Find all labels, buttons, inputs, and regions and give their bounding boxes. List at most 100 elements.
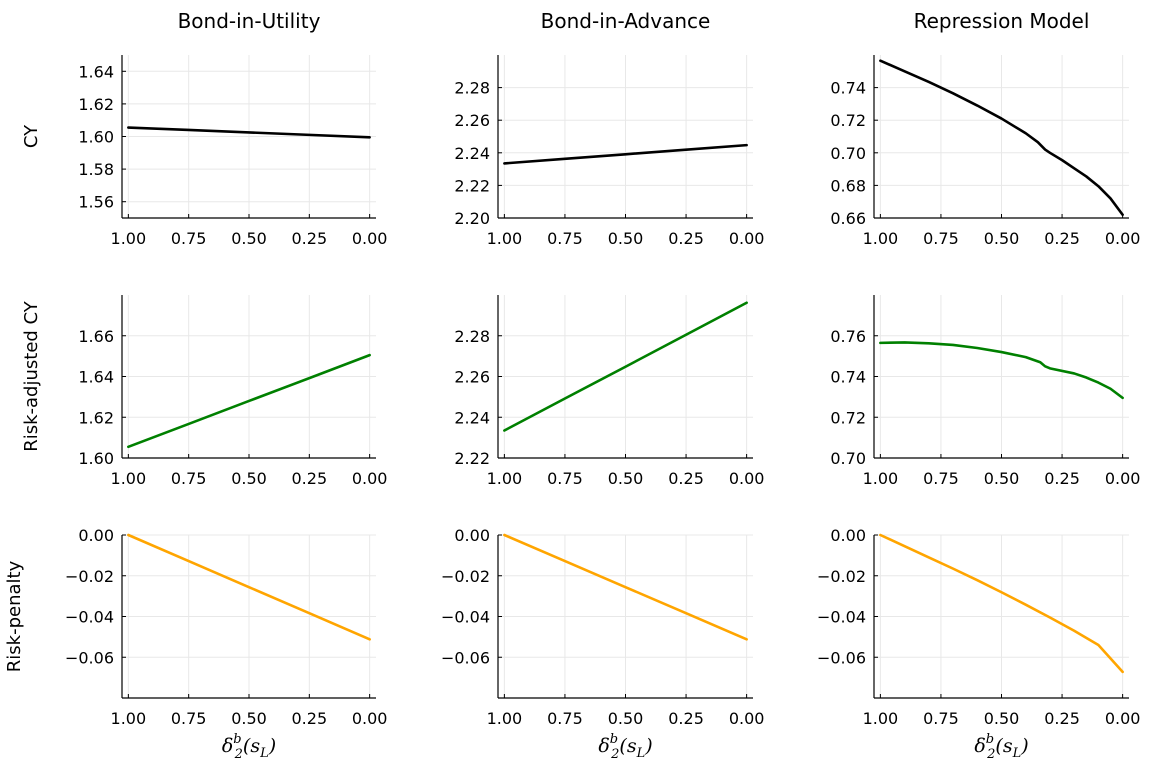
x-tick-label-r2c0-1: 0.75: [171, 709, 207, 728]
subplot-r0c0: 1.00 0.75 0.50 0.25 0.00 1.56 1.58 1.60 1.62 1.64…: [21, 9, 387, 248]
x-tick-label-r1c1-1: 0.75: [547, 469, 583, 488]
y-tick-label-r0c2-0: 0.66: [830, 209, 866, 228]
x-tick-label-r2c0-4: 0.00: [352, 709, 388, 728]
x-tick-label-r2c2-1: 0.75: [923, 709, 959, 728]
x-tick-label-r1c1-3: 0.25: [668, 469, 704, 488]
y-tick-label-r2c2-1: −0.02: [817, 567, 866, 586]
y-tick-label-r1c1-2: 2.26: [454, 368, 490, 387]
y-tick-label-r2c2-3: −0.06: [817, 648, 866, 667]
x-tick-label-r1c0-3: 0.25: [292, 469, 328, 488]
y-tick-label-r2c0-2: −0.04: [65, 608, 114, 627]
x-tick-label-r1c0-1: 0.75: [171, 469, 207, 488]
y-tick-label-r0c2-1: 0.68: [830, 176, 866, 195]
x-tick-label-r2c1-2: 0.50: [608, 709, 644, 728]
x-axis-label-r2c2: δb 2(sL): [974, 732, 1028, 762]
y-tick-label-r0c0-0: 1.56: [78, 193, 114, 212]
subplot-r0c2: 1.00 0.75 0.50 0.25 0.00 0.66 0.68 0.70 0.72 0.74…: [830, 9, 1140, 248]
y-tick-label-r2c1-3: −0.06: [441, 648, 490, 667]
y-tick-label-r0c2-3: 0.72: [830, 111, 866, 130]
x-tick-label-r0c0-3: 0.25: [292, 229, 328, 248]
y-tick-label-r1c0-3: 1.66: [78, 327, 114, 346]
x-tick-label-r2c0-3: 0.25: [292, 709, 328, 728]
x-axis-label-r2c1: δb 2(sL): [598, 732, 652, 762]
subplot-r2c0: 1.00 0.75 0.50 0.25 0.00 0.00 −0.02 −0.04 −0.06 R…: [4, 526, 387, 762]
x-tick-label-r0c0-0: 1.00: [111, 229, 147, 248]
x-tick-label-r0c1-3: 0.25: [668, 229, 704, 248]
x-tick-label-r1c1-4: 0.00: [729, 469, 765, 488]
y-tick-label-r0c0-3: 1.62: [78, 95, 114, 114]
x-tick-label-r1c0-0: 1.00: [111, 469, 147, 488]
y-tick-label-r0c1-3: 2.26: [454, 111, 490, 130]
subplot-r1c1: 1.00 0.75 0.50 0.25 0.00 2.22 2.24 2.26 2.28: [454, 295, 764, 488]
y-tick-label-r2c0-3: −0.06: [65, 648, 114, 667]
y-tick-label-r0c1-4: 2.28: [454, 79, 490, 98]
x-tick-label-r0c0-1: 0.75: [171, 229, 207, 248]
y-tick-label-r0c1-0: 2.20: [454, 209, 490, 228]
panel-title-r0c2: Repression Model: [914, 9, 1090, 33]
series-line-r2c0-0: [127, 533, 371, 641]
x-tick-label-r0c1-0: 1.00: [487, 229, 523, 248]
y-tick-label-r1c2-3: 0.76: [830, 327, 866, 346]
y-tick-label-r0c0-1: 1.58: [78, 160, 114, 179]
y-tick-label-r1c1-0: 2.22: [454, 449, 490, 468]
subplot-r0c1: 1.00 0.75 0.50 0.25 0.00 2.20 2.22 2.24 2.26 2.28…: [454, 9, 764, 248]
x-tick-label-r2c0-0: 1.00: [111, 709, 147, 728]
x-tick-label-r2c2-3: 0.25: [1044, 709, 1080, 728]
panel-title-r0c0: Bond-in-Utility: [178, 9, 321, 33]
x-tick-label-r0c2-3: 0.25: [1044, 229, 1080, 248]
x-tick-label-r1c2-3: 0.25: [1044, 469, 1080, 488]
x-tick-label-r1c2-2: 0.50: [984, 469, 1020, 488]
y-axis-label-r0c0: CY: [21, 124, 42, 148]
y-tick-label-r0c1-2: 2.24: [454, 144, 490, 163]
x-tick-label-r1c1-0: 1.00: [487, 469, 523, 488]
y-tick-label-r1c1-3: 2.28: [454, 327, 490, 346]
x-tick-label-r2c1-4: 0.00: [729, 709, 765, 728]
y-tick-label-r0c0-4: 1.64: [78, 62, 114, 81]
subplot-r2c2: 1.00 0.75 0.50 0.25 0.00 0.00 −0.02 −0.04 −0.06 δ…: [817, 526, 1140, 762]
y-tick-label-r2c2-0: 0.00: [830, 526, 866, 545]
y-tick-label-r1c0-0: 1.60: [78, 449, 114, 468]
y-tick-label-r2c0-1: −0.02: [65, 567, 114, 586]
y-tick-label-r1c2-1: 0.72: [830, 408, 866, 427]
y-tick-label-r1c2-2: 0.74: [830, 368, 866, 387]
x-tick-label-r0c0-4: 0.00: [352, 229, 388, 248]
series-line-r1c0-0: [127, 353, 371, 449]
x-tick-label-r2c1-1: 0.75: [547, 709, 583, 728]
x-tick-label-r0c2-4: 0.00: [1105, 229, 1141, 248]
x-tick-label-r0c1-1: 0.75: [547, 229, 583, 248]
y-tick-label-r0c0-2: 1.60: [78, 128, 114, 147]
y-tick-label-r2c1-0: 0.00: [454, 526, 490, 545]
series-line-r0c1-0: [503, 143, 748, 165]
panel-title-r0c1: Bond-in-Advance: [541, 9, 711, 33]
y-tick-label-r2c1-1: −0.02: [441, 567, 490, 586]
series-line-r1c2-0: [879, 341, 1124, 400]
y-tick-label-r2c1-2: −0.04: [441, 608, 490, 627]
x-tick-label-r1c1-2: 0.50: [608, 469, 644, 488]
x-axis-label-r2c0: δb 2(sL): [222, 732, 276, 762]
x-tick-label-r2c1-3: 0.25: [668, 709, 704, 728]
series-line-r1c1-0: [503, 301, 748, 432]
y-tick-label-r1c0-1: 1.62: [78, 408, 114, 427]
x-tick-label-r1c0-2: 0.50: [231, 469, 267, 488]
y-tick-label-r0c2-4: 0.74: [830, 79, 866, 98]
subplot-r2c1: 1.00 0.75 0.50 0.25 0.00 0.00 −0.02 −0.04 −0.06 δ…: [441, 526, 764, 762]
y-tick-label-r1c2-0: 0.70: [830, 449, 866, 468]
series-line-r0c2-0: [879, 59, 1124, 217]
y-tick-label-r0c2-2: 0.70: [830, 144, 866, 163]
subplot-r1c0: 1.00 0.75 0.50 0.25 0.00 1.60 1.62 1.64 1.66 Risk…: [21, 295, 387, 488]
series-line-r0c0-0: [127, 126, 371, 139]
y-tick-label-r2c0-0: 0.00: [78, 526, 114, 545]
y-tick-label-r1c1-1: 2.24: [454, 408, 490, 427]
x-tick-label-r0c0-2: 0.50: [231, 229, 267, 248]
x-tick-label-r1c2-0: 1.00: [863, 469, 899, 488]
series-line-r2c1-0: [503, 533, 748, 641]
x-tick-label-r2c2-0: 1.00: [863, 709, 899, 728]
y-tick-label-r1c0-2: 1.64: [78, 368, 114, 387]
x-tick-label-r0c1-2: 0.50: [608, 229, 644, 248]
x-tick-label-r0c2-0: 1.00: [863, 229, 899, 248]
x-tick-label-r2c1-0: 1.00: [487, 709, 523, 728]
x-tick-label-r2c2-4: 0.00: [1105, 709, 1141, 728]
x-tick-label-r1c2-4: 0.00: [1105, 469, 1141, 488]
y-axis-label-r1c0: Risk-adjusted CY: [21, 300, 42, 452]
